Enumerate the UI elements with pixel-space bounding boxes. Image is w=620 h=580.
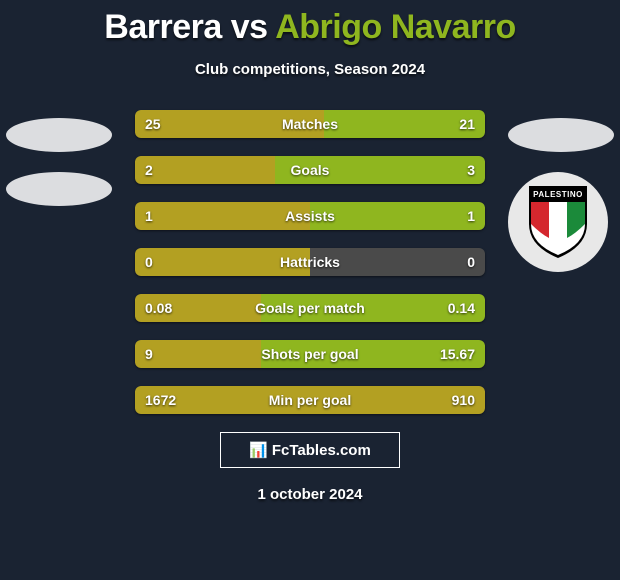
- branding-box: 📊 FcTables.com: [220, 432, 400, 468]
- stat-value-right: 21: [459, 110, 475, 138]
- stat-value-right: 910: [452, 386, 475, 414]
- stat-label: Goals per match: [135, 294, 485, 322]
- chart-icon: 📊: [249, 441, 268, 459]
- stat-label: Hattricks: [135, 248, 485, 276]
- player1-avatar-placeholder: [6, 118, 112, 152]
- stat-row: 0.08Goals per match0.14: [135, 294, 485, 322]
- subtitle: Club competitions, Season 2024: [0, 61, 620, 78]
- player1-name: Barrera: [104, 8, 221, 46]
- stat-row: 25Matches21: [135, 110, 485, 138]
- badge-text: PALESTINO: [527, 190, 589, 199]
- right-avatars: PALESTINO: [508, 118, 614, 272]
- branding-text: FcTables.com: [272, 442, 371, 459]
- stat-row: 2Goals3: [135, 156, 485, 184]
- player2-name: Abrigo Navarro: [275, 8, 516, 46]
- stat-value-right: 15.67: [440, 340, 475, 368]
- stat-row: 1672Min per goal910: [135, 386, 485, 414]
- player2-club-badge: PALESTINO: [508, 172, 608, 272]
- stat-label: Min per goal: [135, 386, 485, 414]
- stat-label: Matches: [135, 110, 485, 138]
- stats-container: 25Matches21 2Goals3 1Assists1 0Hattricks0 0.…: [135, 110, 485, 414]
- stat-value-right: 3: [467, 156, 475, 184]
- stat-value-right: 0: [467, 248, 475, 276]
- stat-value-right: 1: [467, 202, 475, 230]
- stat-value-right: 0.14: [448, 294, 475, 322]
- vs-label: vs: [231, 8, 268, 46]
- player2-avatar-placeholder: [508, 118, 614, 152]
- comparison-title: Barrera vs Abrigo Navarro: [0, 0, 620, 47]
- palestino-shield-icon: PALESTINO: [527, 184, 589, 260]
- stat-row: 9Shots per goal15.67: [135, 340, 485, 368]
- stat-label: Goals: [135, 156, 485, 184]
- stat-label: Shots per goal: [135, 340, 485, 368]
- stat-label: Assists: [135, 202, 485, 230]
- snapshot-date: 1 october 2024: [0, 486, 620, 503]
- stat-row: 1Assists1: [135, 202, 485, 230]
- left-avatars: [6, 118, 112, 226]
- stat-row: 0Hattricks0: [135, 248, 485, 276]
- player1-club-placeholder: [6, 172, 112, 206]
